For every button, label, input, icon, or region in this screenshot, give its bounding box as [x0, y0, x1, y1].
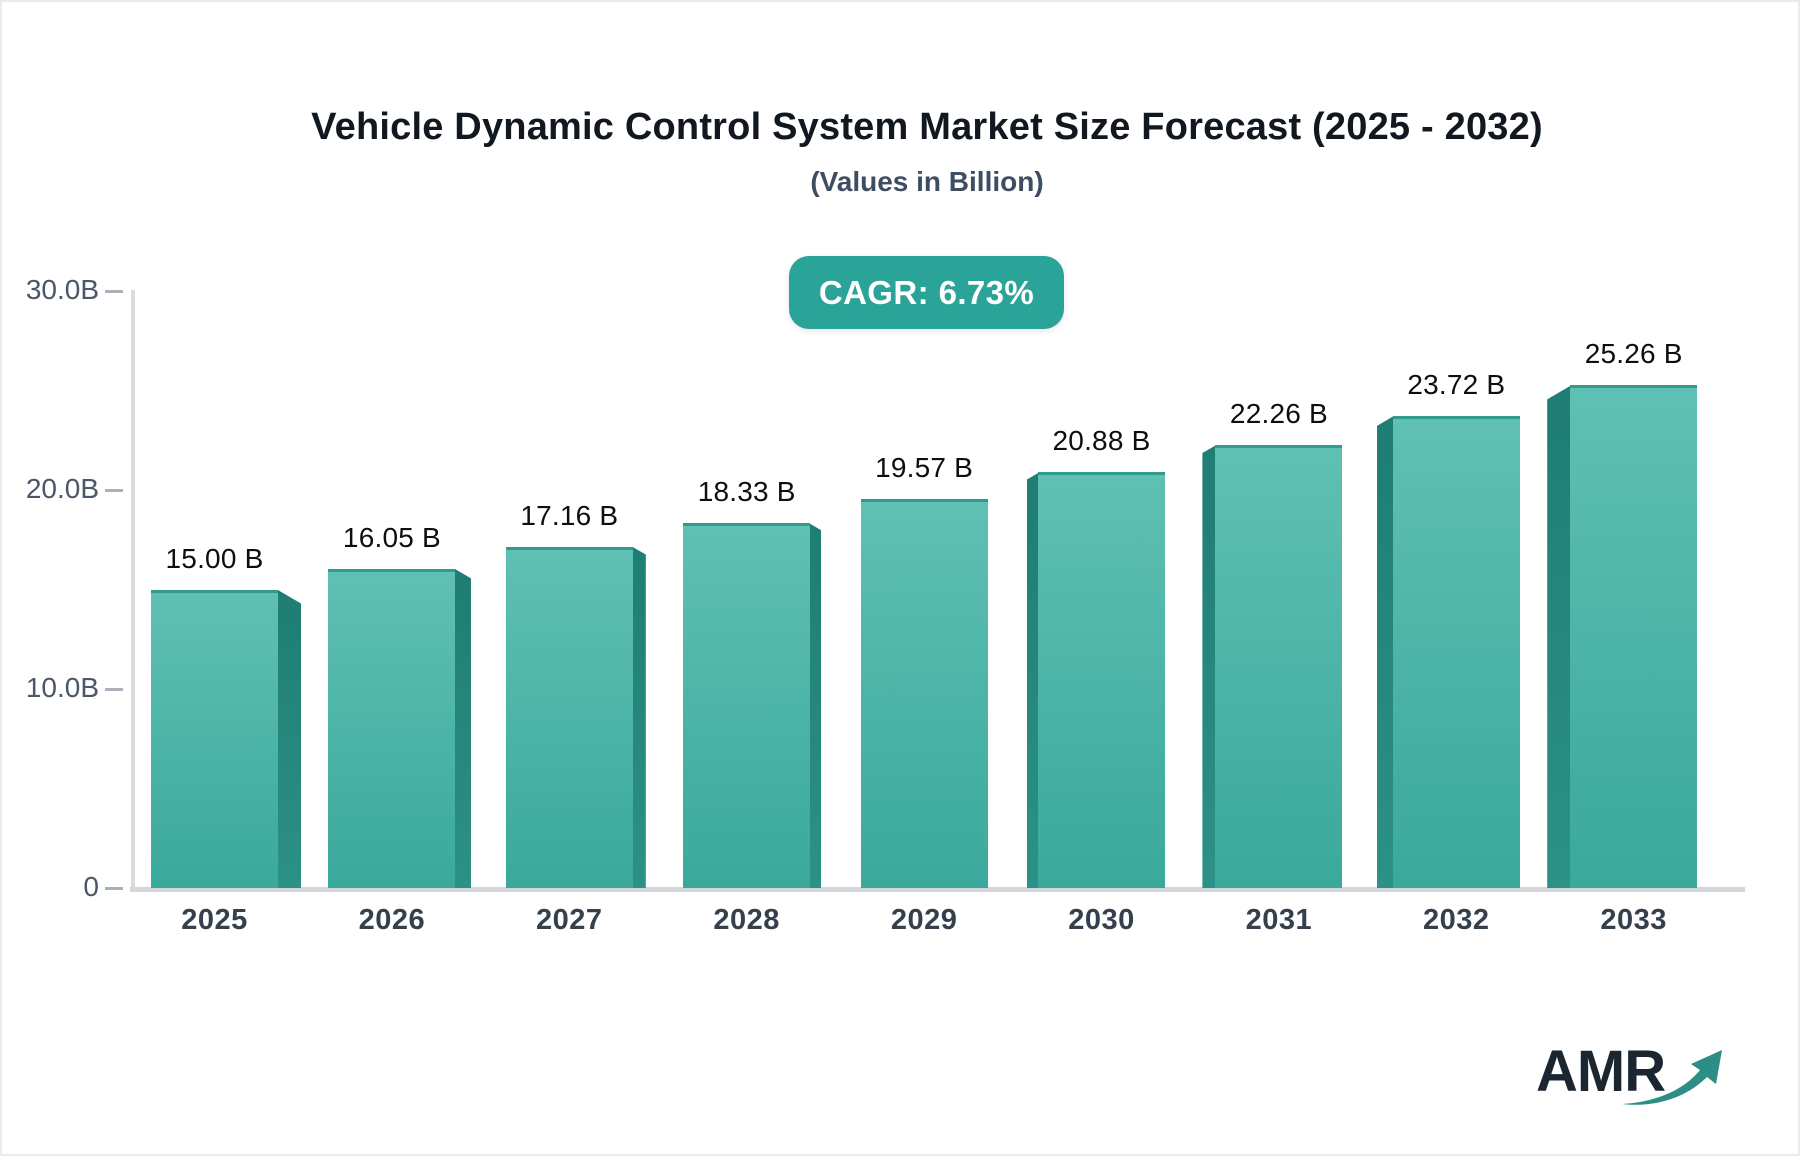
x-axis-label-2028: 2028 — [713, 904, 780, 936]
x-axis-label-2029: 2029 — [890, 904, 958, 936]
amr-logo-text: AMR — [1536, 1039, 1666, 1104]
bar-2025 — [151, 589, 278, 888]
bar-value-label-2027: 17.16 B — [520, 499, 619, 531]
bar-side-face-2025 — [277, 589, 301, 888]
bar-2028 — [683, 523, 811, 888]
bar-2033 — [1570, 385, 1698, 888]
bar-side-face-2026 — [454, 568, 472, 888]
y-tick-mark — [105, 290, 123, 293]
bar-side-face-2032 — [1376, 415, 1394, 888]
bar-side-face-2028 — [809, 523, 822, 888]
bar-value-label-2026: 16.05 B — [342, 521, 441, 553]
bar-value-label-2031: 22.26 B — [1229, 398, 1328, 430]
bar-2031 — [1215, 445, 1343, 888]
x-axis-label-2033: 2033 — [1600, 904, 1667, 936]
bar-2026 — [328, 568, 456, 888]
y-tick-label: 10.0B — [25, 672, 99, 703]
bar-value-label-2030: 20.88 B — [1052, 425, 1151, 457]
x-axis-label-2032: 2032 — [1423, 904, 1490, 936]
x-axis-line — [130, 887, 1745, 892]
cagr-badge: CAGR: 6.73% — [789, 256, 1064, 329]
y-tick-label: 0 — [83, 871, 99, 902]
x-axis-label-2025: 2025 — [181, 904, 248, 936]
bar-2032 — [1392, 415, 1520, 888]
x-axis-label-2027: 2027 — [536, 904, 603, 936]
bar-side-face-2031 — [1202, 445, 1217, 888]
bar-value-label-2029: 19.57 B — [875, 451, 974, 483]
bar-value-label-2028: 18.33 B — [697, 476, 796, 508]
chart-title: Vehicle Dynamic Control System Market Si… — [311, 106, 1543, 148]
chart-subtitle: (Values in Billion) — [810, 166, 1044, 197]
amr-logo: AMR — [1530, 1034, 1730, 1124]
bar-value-label-2033: 25.26 B — [1584, 338, 1683, 370]
bar-value-label-2032: 23.72 B — [1407, 368, 1506, 400]
y-axis-line — [131, 290, 135, 892]
x-axis-label-2031: 2031 — [1245, 904, 1313, 936]
x-axis-label-2030: 2030 — [1068, 904, 1135, 936]
y-tick-label: 30.0B — [25, 274, 99, 305]
y-tick-label: 20.0B — [25, 473, 99, 504]
bar-side-face-2027 — [631, 546, 646, 888]
cagr-badge-label: CAGR: 6.73% — [818, 273, 1035, 311]
bar-2030 — [1038, 472, 1165, 888]
x-axis-label-2026: 2026 — [358, 904, 426, 936]
y-tick-mark — [105, 887, 123, 890]
y-tick-mark — [105, 688, 123, 691]
bar-2027 — [505, 546, 633, 888]
bar-value-label-2025: 15.00 B — [165, 542, 264, 574]
bar-2029 — [860, 498, 988, 888]
bar-side-face-2033 — [1547, 385, 1572, 888]
growth-arrow-icon — [1622, 1050, 1722, 1105]
y-tick-mark — [105, 489, 123, 492]
bar-side-face-2030 — [1027, 472, 1039, 888]
